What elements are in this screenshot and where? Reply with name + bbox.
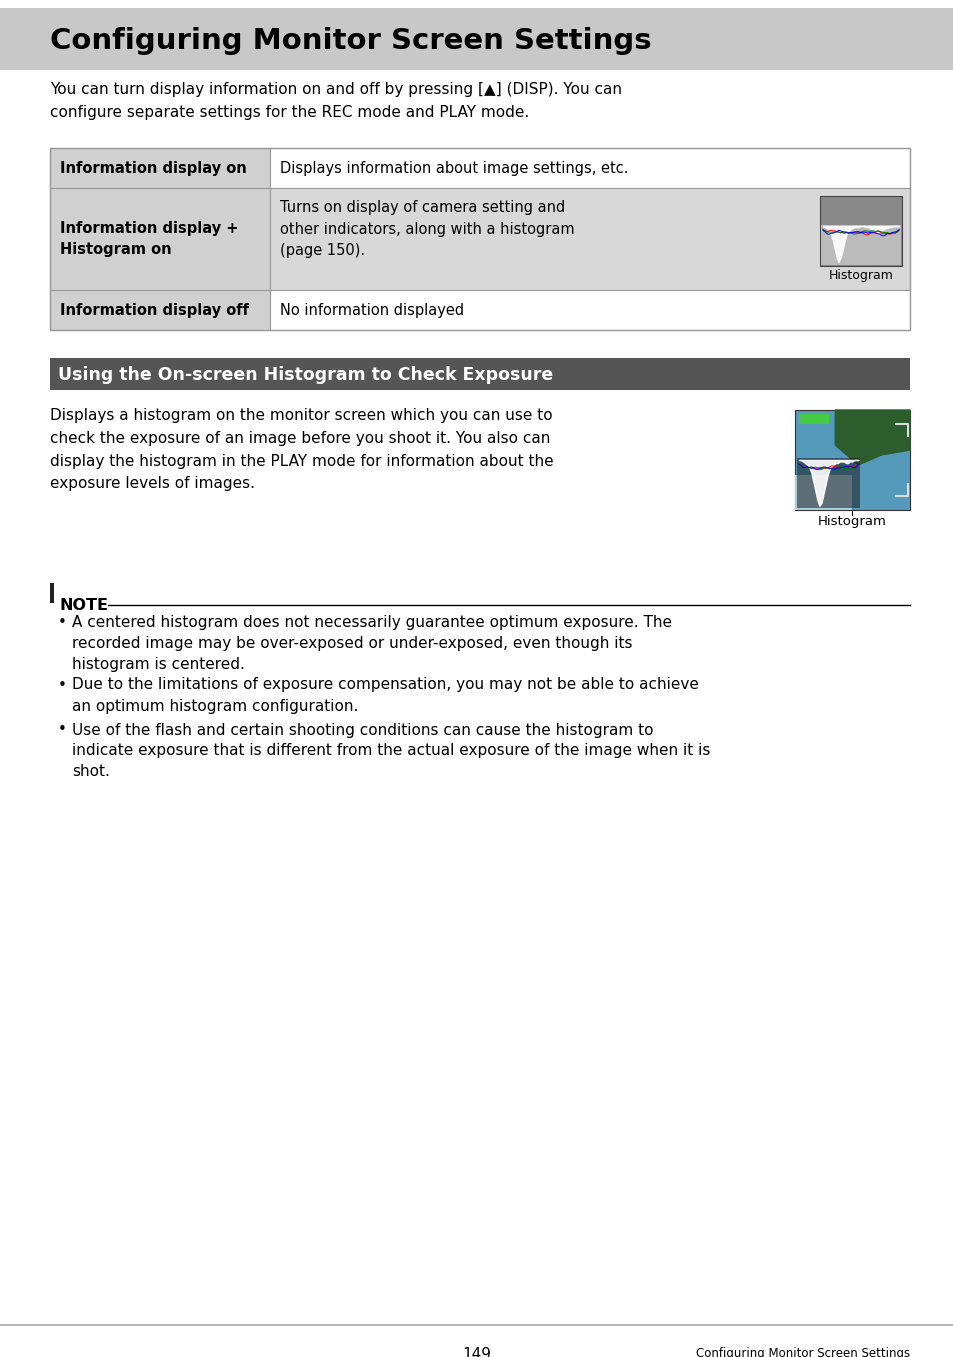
- Text: Configuring Monitor Screen Settings: Configuring Monitor Screen Settings: [50, 27, 651, 56]
- Text: Information display off: Information display off: [60, 303, 249, 318]
- Bar: [820, 195, 901, 266]
- Text: Configuring Monitor Screen Settings: Configuring Monitor Screen Settings: [695, 1348, 909, 1357]
- Bar: [794, 475, 852, 510]
- Text: No information displayed: No information displayed: [280, 303, 464, 318]
- Bar: [0, 8, 953, 71]
- Text: •: •: [58, 677, 67, 692]
- Bar: [50, 290, 270, 330]
- Bar: [50, 148, 909, 330]
- Polygon shape: [835, 410, 909, 465]
- Text: Information display +
Histogram on: Information display + Histogram on: [60, 221, 238, 256]
- Text: A centered histogram does not necessarily guarantee optimum exposure. The
record: A centered histogram does not necessaril…: [71, 615, 671, 672]
- Bar: [50, 148, 270, 189]
- Text: Histogram: Histogram: [828, 269, 893, 282]
- Text: Displays a histogram on the monitor screen which you can use to
check the exposu: Displays a histogram on the monitor scre…: [50, 408, 553, 491]
- Bar: [50, 189, 270, 290]
- Text: •: •: [58, 615, 67, 630]
- Bar: [50, 584, 54, 603]
- Text: Using the On-screen Histogram to Check Exposure: Using the On-screen Histogram to Check E…: [58, 366, 553, 384]
- Bar: [50, 358, 909, 389]
- Text: You can turn display information on and off by pressing [▲] (DISP). You can
conf: You can turn display information on and …: [50, 81, 621, 119]
- Text: Displays information about image settings, etc.: Displays information about image setting…: [280, 160, 628, 175]
- Bar: [270, 290, 909, 330]
- Text: 149: 149: [462, 1348, 491, 1357]
- Text: NOTE: NOTE: [60, 598, 109, 613]
- Bar: [270, 189, 909, 290]
- Text: Histogram: Histogram: [818, 516, 886, 528]
- Bar: [821, 225, 900, 265]
- Bar: [794, 410, 909, 510]
- Text: Turns on display of camera setting and
other indicators, along with a histogram
: Turns on display of camera setting and o…: [280, 199, 574, 258]
- Text: Due to the limitations of exposure compensation, you may not be able to achieve
: Due to the limitations of exposure compe…: [71, 677, 699, 714]
- Text: Use of the flash and certain shooting conditions can cause the histogram to
indi: Use of the flash and certain shooting co…: [71, 722, 710, 779]
- Text: Information display on: Information display on: [60, 160, 247, 175]
- Bar: [270, 148, 909, 189]
- Bar: [796, 459, 860, 508]
- Text: •: •: [58, 722, 67, 737]
- Bar: [799, 414, 828, 423]
